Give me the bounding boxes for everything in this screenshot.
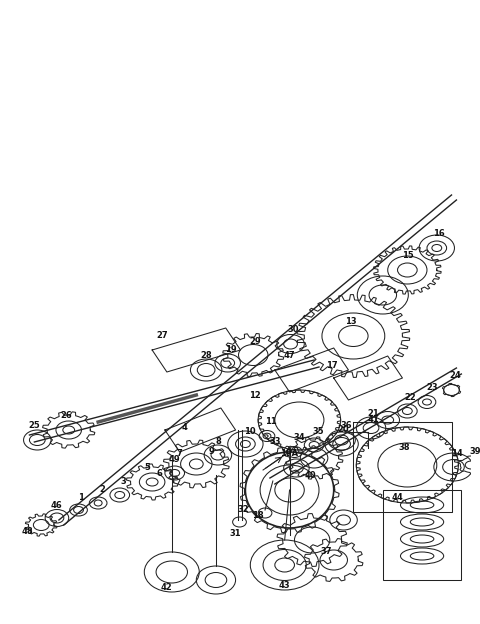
Text: 30: 30 (288, 326, 299, 334)
Text: 23: 23 (426, 384, 438, 392)
Text: 7: 7 (177, 449, 182, 457)
Text: 48: 48 (22, 527, 33, 535)
Text: 14: 14 (451, 449, 462, 457)
Text: 37: 37 (320, 547, 332, 557)
Text: 35: 35 (312, 426, 324, 436)
Text: 49: 49 (169, 456, 180, 464)
Text: 33: 33 (269, 437, 281, 446)
Text: 41: 41 (367, 416, 379, 424)
Text: 26: 26 (61, 411, 72, 421)
Text: 8: 8 (215, 437, 221, 447)
Text: 17: 17 (326, 361, 337, 369)
Text: 1: 1 (78, 492, 84, 502)
Text: 15: 15 (402, 251, 414, 260)
Text: 20: 20 (338, 426, 349, 434)
Text: 42: 42 (161, 583, 173, 593)
Text: 47: 47 (284, 351, 295, 361)
Text: 18: 18 (252, 512, 264, 520)
Text: 13: 13 (345, 318, 356, 326)
Text: 21: 21 (367, 409, 379, 419)
Text: 43: 43 (279, 580, 290, 590)
Text: 32: 32 (238, 505, 249, 515)
Text: 46: 46 (51, 500, 63, 510)
Text: 40: 40 (304, 472, 316, 480)
Text: 31: 31 (230, 530, 241, 539)
Text: 2: 2 (99, 484, 105, 494)
Text: 5: 5 (144, 464, 150, 472)
Text: 19: 19 (225, 344, 237, 354)
Text: 22: 22 (405, 392, 416, 401)
Text: 25: 25 (28, 421, 40, 431)
Text: 11: 11 (265, 417, 277, 426)
Text: 16: 16 (433, 230, 444, 238)
Text: 12: 12 (249, 391, 261, 401)
Text: 27: 27 (156, 331, 168, 341)
Text: 24: 24 (450, 371, 461, 381)
Text: 36: 36 (341, 421, 352, 431)
Text: 3: 3 (121, 477, 127, 485)
Bar (383, 490, 461, 580)
Text: 4: 4 (181, 424, 188, 432)
Text: 9: 9 (208, 447, 214, 457)
Text: 39: 39 (469, 447, 480, 456)
Text: 19A: 19A (280, 449, 299, 459)
Text: 44: 44 (392, 494, 403, 502)
Text: 38: 38 (399, 444, 410, 452)
Text: 10: 10 (244, 426, 256, 436)
Text: 29: 29 (250, 336, 261, 346)
Text: 28: 28 (200, 351, 212, 361)
Text: 6: 6 (156, 469, 162, 477)
Text: 34: 34 (294, 434, 305, 442)
